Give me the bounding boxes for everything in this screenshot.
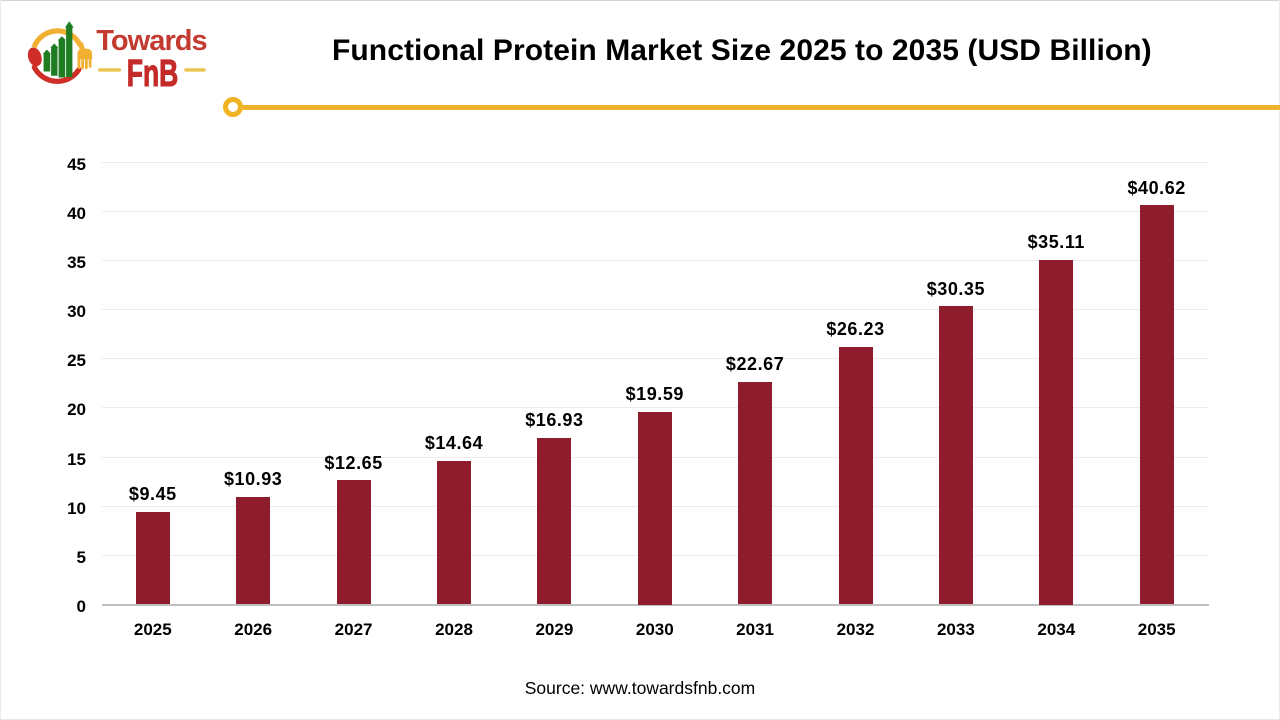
svg-text:Towards: Towards — [96, 25, 207, 57]
svg-text:FnB: FnB — [127, 53, 179, 95]
